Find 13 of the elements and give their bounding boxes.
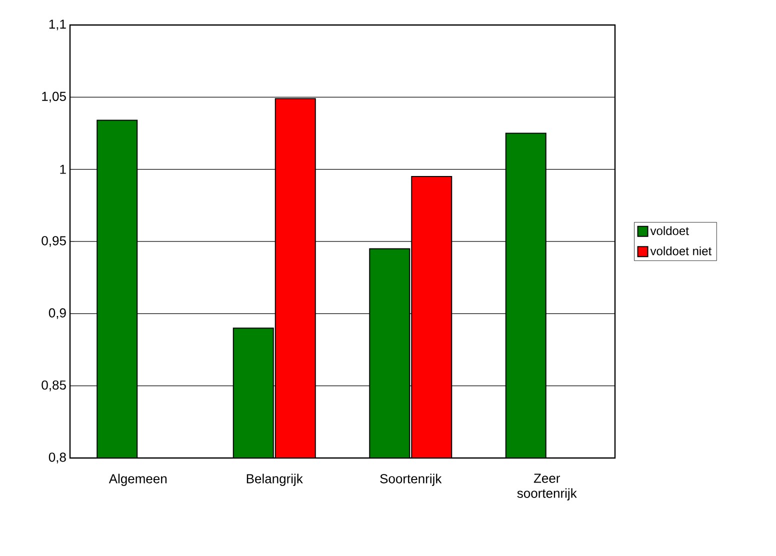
y-tick-label: 0,9 [48, 308, 66, 320]
y-tick-label: 1,1 [49, 20, 66, 30]
y-tick-label: 0,8 [48, 452, 66, 464]
x-tick-label: Algemeen [108, 474, 167, 486]
legend-label: voldoet [650, 226, 689, 236]
legend-label: voldoet niet [650, 246, 712, 256]
y-tick-label: 1 [60, 164, 66, 174]
y-tick-label: 0,85 [42, 380, 66, 392]
y-tick-label: 0,95 [42, 236, 66, 247]
y-tick-label: 1,05 [42, 92, 66, 103]
x-tick-label: Soortenrijk [380, 474, 442, 486]
x-tick-label: Belangrijk [246, 474, 303, 486]
x-tick-label: Zeer soortenrijk [517, 474, 577, 500]
